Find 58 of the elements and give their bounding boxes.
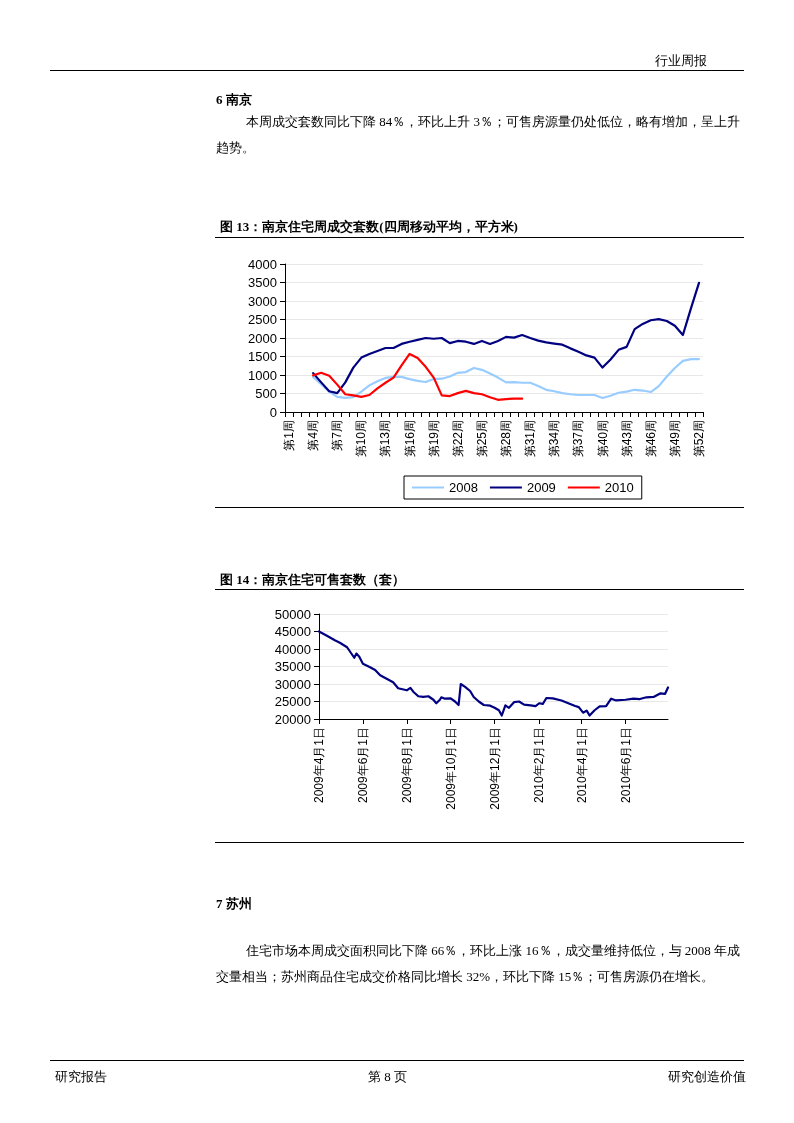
text: 行业周报: [655, 52, 708, 70]
x-tick-label: 第49周: [667, 420, 682, 458]
y-tick-label: 45000: [274, 624, 311, 639]
y-tick-label: 40000: [274, 641, 311, 657]
y-tick-label: 20000: [274, 711, 311, 727]
x-tick-label: 2009年8月1日: [399, 727, 414, 804]
x-tick-label: 第34周: [547, 420, 562, 458]
y-tick-label: 3000: [248, 293, 277, 309]
y-tick-label: 1000: [248, 367, 277, 383]
text: 本周成交套数同比下降 84％，环比上升 3％；可售房源量仍处低位，略有增加，呈上升趋势。: [216, 113, 741, 157]
x-tick-label: 第16周: [402, 420, 417, 458]
y-tick-label: 50000: [274, 606, 311, 622]
x-tick-label: 2009年4月1日: [312, 727, 326, 804]
chart-title: 图 14：南京住宅可售套数（套）: [220, 572, 406, 587]
x-tick-label: 第46周: [643, 420, 658, 458]
text: 7 苏州: [216, 895, 253, 913]
x-tick-label: 第25周: [474, 420, 489, 458]
y-tick-label: 2000: [248, 330, 277, 346]
text: 研究报告: [55, 1068, 108, 1086]
line-series: [312, 281, 701, 395]
x-tick-label: 第43周: [619, 420, 634, 458]
y-tick-label: 3500: [248, 275, 277, 290]
y-tick-label: 35000: [274, 659, 311, 674]
x-tick-label: 2010年6月1日: [618, 727, 633, 804]
x-tick-label: 2010年2月1日: [532, 727, 547, 804]
x-tick-label: 第10周: [354, 420, 369, 458]
text: 6 南京: [216, 91, 253, 109]
y-tick-label: 25000: [274, 694, 311, 709]
text: 住宅市场本周成交面积同比下降 66％，环比上涨 16％，成交量维持低位，与 2008 年成交量相当；苏州商品住宅成交价格同比增长 32%，环比下降 15％；可售房源仍在增长。: [216, 942, 741, 986]
legend-label: 2008: [449, 480, 478, 495]
legend-label: 2010: [604, 480, 634, 495]
x-tick-label: 第1周: [282, 420, 297, 451]
x-tick-label: 第28周: [499, 420, 514, 458]
x-tick-label: 第52周: [691, 420, 706, 458]
x-tick-label: 2010年4月1日: [574, 727, 589, 804]
legend-label: 2009: [526, 480, 556, 495]
x-tick-label: 第7周: [330, 420, 345, 451]
x-tick-label: 第13周: [378, 420, 393, 458]
x-tick-label: 第37周: [571, 420, 586, 458]
text: 第 8 页: [368, 1068, 408, 1086]
y-tick-label: 1500: [248, 349, 277, 364]
x-tick-label: 2009年12月1日: [487, 727, 502, 810]
line-series: [312, 352, 524, 401]
x-tick-label: 第31周: [523, 420, 538, 458]
line-series: [312, 357, 701, 400]
x-tick-label: 2009年6月1日: [355, 727, 370, 804]
text: 研究创造价值: [668, 1068, 747, 1086]
x-tick-label: 第4周: [306, 420, 321, 451]
y-tick-label: 30000: [274, 676, 311, 692]
y-tick-label: 4000: [248, 256, 277, 272]
x-tick-label: 2009年10月1日: [443, 727, 458, 810]
x-tick-label: 第40周: [595, 420, 610, 458]
y-tick-label: 500: [255, 386, 277, 401]
x-tick-label: 第22周: [450, 420, 465, 458]
y-tick-label: 0: [269, 404, 277, 420]
x-tick-label: 第19周: [426, 420, 441, 458]
y-tick-label: 2500: [248, 312, 277, 327]
chart-title: 图 13：南京住宅周成交套数(四周移动平均，平方米): [220, 219, 518, 234]
